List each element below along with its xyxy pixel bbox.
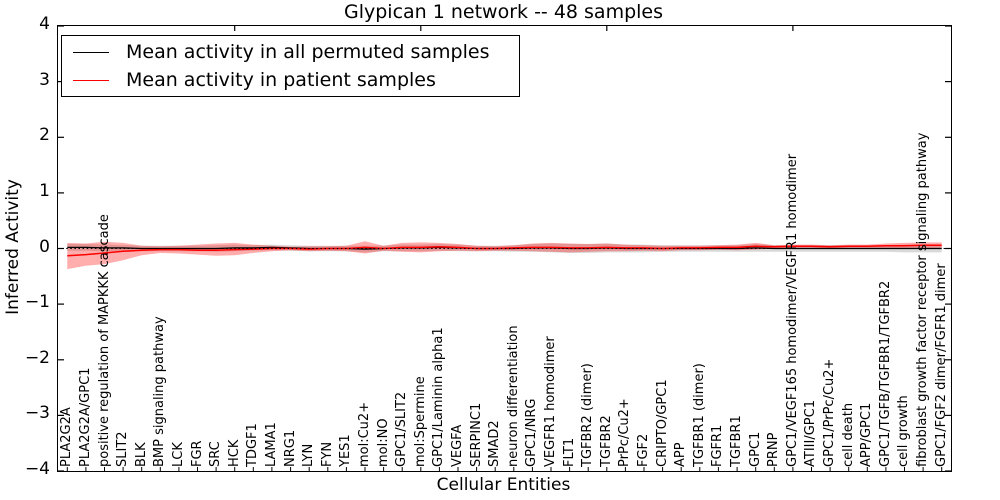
x-tick-label: PLA2G2A/GPC1 <box>77 367 93 467</box>
x-tick-label: GPC1/VEGF165 homodimer/VEGFR1 homodimer <box>784 153 800 467</box>
x-tick-label: TGFBR2 (dimer) <box>580 363 596 467</box>
x-tick-label: APP/GPC1 <box>859 402 875 467</box>
x-tick-label: positive regulation of MAPKKK cascade <box>96 214 112 467</box>
x-axis-label: Cellular Entities <box>436 475 571 495</box>
y-tick-label: −2 <box>24 347 50 368</box>
x-tick-label: mol:Spermine <box>412 376 428 467</box>
x-tick-label: FGR <box>189 440 205 467</box>
y-tick-label: 3 <box>39 69 50 90</box>
x-tick-label: PLA2G2A <box>59 407 75 467</box>
x-tick-label: TGFBR1 (dimer) <box>691 363 707 467</box>
y-tick-label: −4 <box>24 459 50 479</box>
x-tick-label: GPC1 <box>747 431 763 467</box>
x-tick-label: LAMA1 <box>263 422 279 467</box>
y-tick-label: 1 <box>39 180 50 201</box>
x-tick-label: APP <box>673 442 689 467</box>
legend-entry-patient: Mean activity in patient samples <box>62 66 519 94</box>
x-tick-label: TGFBR1 <box>729 415 745 467</box>
legend: Mean activity in all permuted samples Me… <box>61 35 520 97</box>
x-tick-label: cell death <box>840 402 856 467</box>
x-tick-label: SLIT2 <box>115 431 131 467</box>
x-tick-label: TGFBR2 <box>598 415 614 467</box>
x-tick-label: CRIPTO/GPC1 <box>654 379 670 467</box>
x-tick-label: NRG1 <box>282 429 298 467</box>
x-tick-label: PRNP <box>766 432 782 467</box>
legend-line-patient-swatch <box>73 79 109 81</box>
x-tick-label: neuron differentiation <box>505 325 521 467</box>
x-tick-label: FLT1 <box>561 437 577 467</box>
x-tick-label: fibroblast growth factor receptor signal… <box>915 132 931 467</box>
patient-mean-line <box>67 244 942 257</box>
x-tick-label: GPC1/PrPc/Cu2+ <box>822 358 838 467</box>
y-tick-label: −1 <box>24 292 50 313</box>
y-tick-label: 0 <box>39 236 50 257</box>
x-tick-label: TDGF1 <box>245 423 261 467</box>
x-tick-label: VEGFA <box>449 424 465 467</box>
x-tick-label: BMP signaling pathway <box>152 316 168 467</box>
x-tick-label: HCK <box>226 439 242 467</box>
chart-title: Glypican 1 network -- 48 samples <box>343 1 664 23</box>
x-tick-label: YES1 <box>338 434 354 467</box>
x-tick-label: FGF2 <box>636 433 652 467</box>
y-tick-label: 4 <box>39 14 50 34</box>
x-tick-label: VEGFR1 homodimer <box>543 336 558 467</box>
x-tick-label: LYN <box>301 443 317 467</box>
legend-entry-permuted: Mean activity in all permuted samples <box>62 38 519 66</box>
plot-canvas <box>58 25 951 472</box>
x-tick-label: SRC <box>208 441 224 467</box>
legend-label-permuted: Mean activity in all permuted samples <box>126 41 490 63</box>
x-tick-label: GPC1/NRG <box>524 398 540 467</box>
legend-label-patient: Mean activity in patient samples <box>126 69 436 91</box>
x-tick-label: mol:Cu2+ <box>356 401 372 467</box>
x-tick-label: BLK <box>133 442 149 467</box>
x-tick-label: GPC1/TGFB/TGFBR1/TGFBR2 <box>877 280 893 467</box>
x-tick-label: cell growth <box>896 395 912 467</box>
x-tick-label: GPC1/SLIT2 <box>394 391 410 467</box>
y-tick-label: 2 <box>39 125 50 146</box>
x-tick-label: FYN <box>319 441 335 467</box>
x-tick-label: LCK <box>170 442 186 467</box>
plot-area: PLA2G2A PLA2G2A/GPC1 positive regulation o… <box>57 25 952 472</box>
x-tick-label: FGFR1 <box>710 424 726 467</box>
y-tick-label: −3 <box>24 403 50 424</box>
x-tick-label: SERPINC1 <box>468 402 484 467</box>
legend-line-permuted-swatch <box>73 51 109 53</box>
x-tick-label: mol:NO <box>375 418 391 467</box>
x-tick-label: GPC1/FGF2 dimer/FGFR1 dimer <box>933 263 949 467</box>
x-tick-label: PrPc/Cu2+ <box>617 398 633 467</box>
x-tick-label: GPC1/Laminin alpha1 <box>431 327 447 467</box>
x-tick-label: ATIII/GPC1 <box>803 400 819 467</box>
x-tick-label: SMAD2 <box>487 420 503 467</box>
